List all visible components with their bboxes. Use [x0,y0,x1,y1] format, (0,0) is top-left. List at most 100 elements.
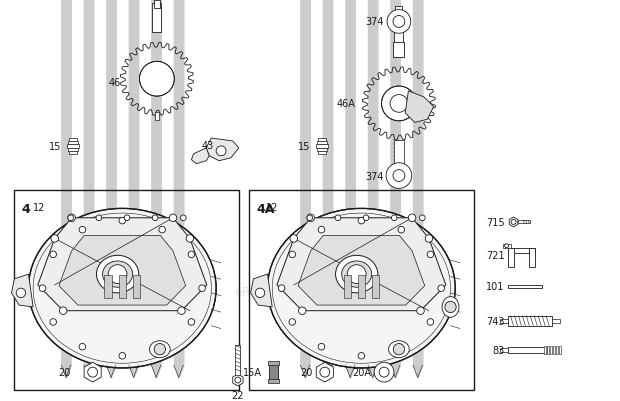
Bar [153,4,161,33]
Circle shape [318,344,325,350]
Text: 43: 43 [202,141,213,150]
Polygon shape [84,363,101,382]
Bar [529,248,535,268]
Circle shape [140,62,174,97]
Circle shape [386,163,412,189]
Polygon shape [206,139,239,161]
Bar [396,6,402,16]
Circle shape [68,215,76,222]
Bar [249,191,474,390]
Circle shape [51,235,58,243]
Text: 22: 22 [232,390,244,400]
Bar [396,175,402,183]
Circle shape [393,344,404,355]
Circle shape [188,319,195,326]
Bar [267,379,280,383]
Circle shape [87,367,97,377]
Bar [547,346,549,354]
Circle shape [50,251,56,258]
Ellipse shape [442,297,459,318]
Circle shape [374,363,394,382]
Text: 12: 12 [33,203,46,213]
Circle shape [180,215,186,221]
Text: 46A: 46A [337,99,355,109]
Ellipse shape [29,209,216,368]
Circle shape [16,288,25,298]
Bar [317,148,327,152]
Circle shape [159,227,166,233]
Circle shape [255,288,265,298]
Bar [154,113,159,121]
Text: 743: 743 [486,316,505,326]
Bar [317,142,327,145]
Circle shape [318,227,325,233]
Circle shape [39,285,46,292]
Polygon shape [232,374,243,386]
Bar [133,275,140,298]
Circle shape [290,235,298,243]
Circle shape [417,307,424,315]
Circle shape [358,352,365,359]
Circle shape [425,235,433,243]
Circle shape [289,251,296,258]
Bar [500,348,508,352]
Circle shape [505,244,508,248]
Bar [104,275,112,298]
Ellipse shape [267,209,455,368]
Circle shape [438,285,445,292]
Circle shape [119,218,126,224]
Circle shape [124,215,130,221]
Circle shape [398,344,404,350]
Text: 721: 721 [486,250,505,260]
Text: 20A: 20A [352,367,371,377]
Circle shape [379,367,389,377]
Bar [552,319,560,323]
Circle shape [387,10,411,34]
Text: 4: 4 [22,203,30,216]
Circle shape [427,319,434,326]
Bar [508,348,547,354]
Circle shape [320,367,330,377]
Polygon shape [250,274,272,307]
Circle shape [427,251,434,258]
Ellipse shape [157,64,164,72]
Polygon shape [192,148,209,164]
Bar [500,319,508,323]
Circle shape [108,265,127,284]
Circle shape [307,215,312,221]
Circle shape [148,71,166,88]
Circle shape [298,307,306,315]
Circle shape [79,227,86,233]
Polygon shape [509,217,518,227]
Circle shape [420,215,425,221]
Circle shape [347,265,366,284]
Bar [236,346,241,375]
Bar [372,275,379,298]
Polygon shape [405,91,433,123]
Text: 374: 374 [366,17,384,27]
Circle shape [169,215,177,222]
Bar [318,139,326,142]
Polygon shape [503,244,510,248]
Polygon shape [38,218,206,311]
Bar [553,346,555,354]
Text: 12: 12 [265,203,278,213]
Ellipse shape [335,256,378,293]
Circle shape [50,319,56,326]
Ellipse shape [389,341,409,358]
Ellipse shape [150,87,156,95]
Circle shape [153,215,158,221]
Ellipse shape [141,73,149,79]
Circle shape [363,215,369,221]
Text: 20: 20 [58,367,71,377]
Circle shape [186,235,193,243]
Bar [343,275,351,298]
Circle shape [199,285,205,292]
Polygon shape [316,363,334,382]
Text: 15A: 15A [242,367,262,377]
Polygon shape [12,274,33,307]
Bar [556,346,558,354]
Text: 83: 83 [492,346,505,356]
Ellipse shape [149,341,170,358]
Circle shape [398,227,404,233]
